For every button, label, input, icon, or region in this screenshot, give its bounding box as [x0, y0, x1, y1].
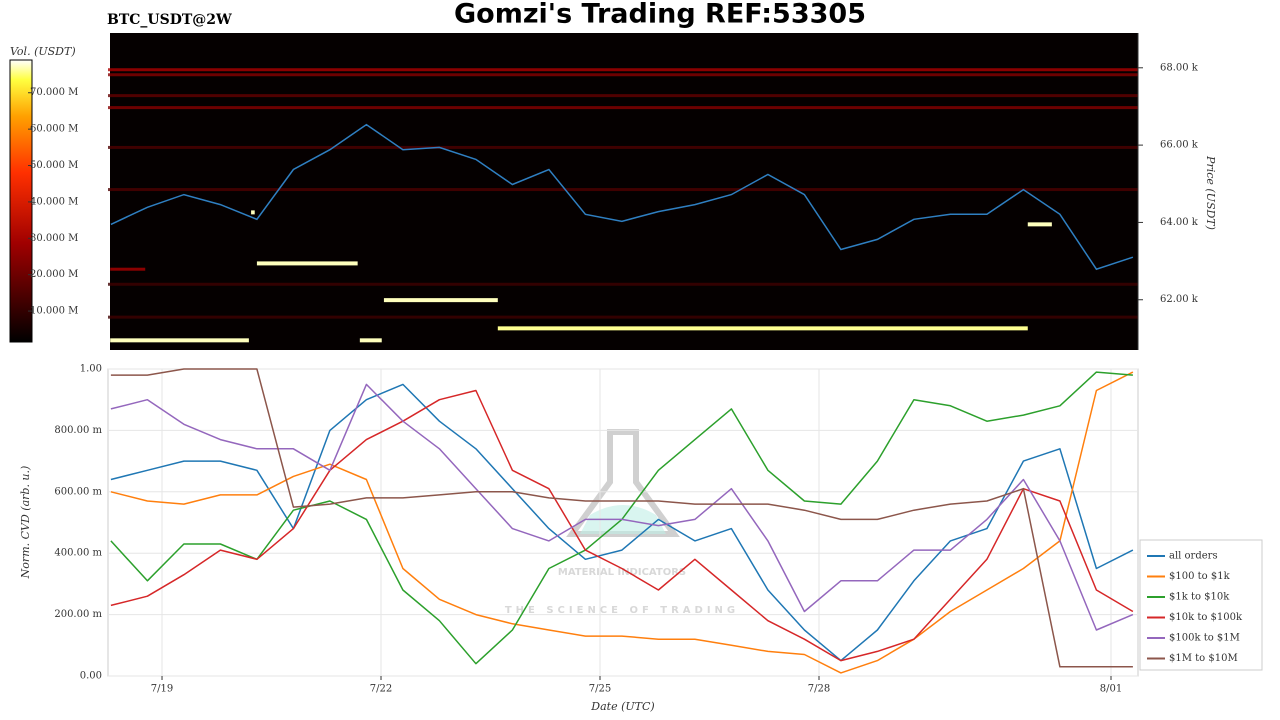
liquidity-level — [108, 188, 1138, 192]
liquidity-level — [108, 73, 1138, 77]
liquidity-level — [359, 338, 382, 343]
y-tick-label: 200.00 m — [54, 609, 102, 620]
x-tick-label: 8/01 — [1100, 684, 1122, 695]
x-tick-label: 7/25 — [589, 684, 611, 695]
liquidity-level — [256, 261, 358, 266]
colorbar — [9, 59, 33, 343]
legend-label: $1M to $10M — [1169, 653, 1238, 664]
series-line — [110, 371, 1134, 674]
y-tick-label: 66.00 k — [1160, 140, 1199, 151]
legend-label: $100k to $1M — [1169, 633, 1240, 644]
y-tick-label: 64.00 k — [1160, 217, 1199, 228]
y-tick-label: 800.00 m — [54, 425, 102, 436]
colorbar-label: Vol. (USDT) — [10, 45, 76, 58]
y-tick-label: 1.00 — [80, 364, 102, 375]
liquidity-level — [108, 68, 1138, 72]
liquidity-level — [108, 106, 1138, 110]
x-axis-label: Date (UTC) — [590, 700, 654, 713]
liquidity-level — [108, 145, 1138, 149]
liquidity-level — [1027, 222, 1052, 227]
watermark-tagline: THE SCIENCE OF TRADING — [505, 605, 739, 616]
chart-subtitle: BTC_USDT@2W — [107, 12, 232, 28]
watermark-brand: MATERIAL INDICATORS — [558, 567, 686, 578]
legend-label: $100 to $1k — [1169, 571, 1231, 582]
legend-label: $1k to $10k — [1169, 592, 1230, 603]
y-tick-label: 600.00 m — [54, 486, 102, 497]
legend-label: $10k to $100k — [1169, 612, 1243, 623]
y-tick-label: 0.00 — [80, 671, 102, 682]
liquidity-level — [110, 338, 249, 343]
x-tick-label: 7/19 — [151, 684, 173, 695]
legend-label: all orders — [1169, 551, 1218, 562]
colorbar-tick-label: 20.000 M — [30, 269, 78, 280]
colorbar-tick-label: 40.000 M — [30, 196, 78, 207]
colorbar-tick-label: 30.000 M — [30, 233, 78, 244]
x-tick-label: 7/28 — [808, 684, 830, 695]
colorbar-tick-label: 10.000 M — [30, 306, 78, 317]
liquidity-level — [383, 298, 498, 303]
liquidity-level — [108, 315, 1138, 319]
y-axis-label: Norm. CVD (arb. u.) — [19, 466, 32, 580]
liquidity-level — [251, 210, 255, 215]
y-tick-label: 62.00 k — [1160, 294, 1199, 305]
colorbar-tick-label: 70.000 M — [30, 87, 78, 98]
y-tick-label: 400.00 m — [54, 548, 102, 559]
legend — [1139, 539, 1263, 671]
liquidity-level — [108, 282, 1138, 286]
liquidity-level — [108, 94, 1138, 98]
colorbar-tick-label: 60.000 M — [30, 124, 78, 135]
price-line — [110, 123, 1134, 271]
series-line — [110, 368, 1133, 668]
liquidity-level — [497, 326, 1028, 331]
x-tick-label: 7/22 — [370, 684, 392, 695]
heatmap-bg — [110, 33, 1138, 350]
series-line — [110, 389, 1134, 662]
chart-title: Gomzi's Trading REF:53305 — [454, 0, 866, 30]
y-tick-label: 68.00 k — [1160, 62, 1199, 73]
y-axis-label: Price (USDT) — [1204, 155, 1217, 230]
series-line — [110, 383, 1134, 631]
watermark-icon — [566, 429, 680, 537]
colorbar-tick-label: 50.000 M — [30, 160, 78, 171]
series-line — [110, 383, 1134, 662]
liquidity-level — [110, 267, 146, 271]
